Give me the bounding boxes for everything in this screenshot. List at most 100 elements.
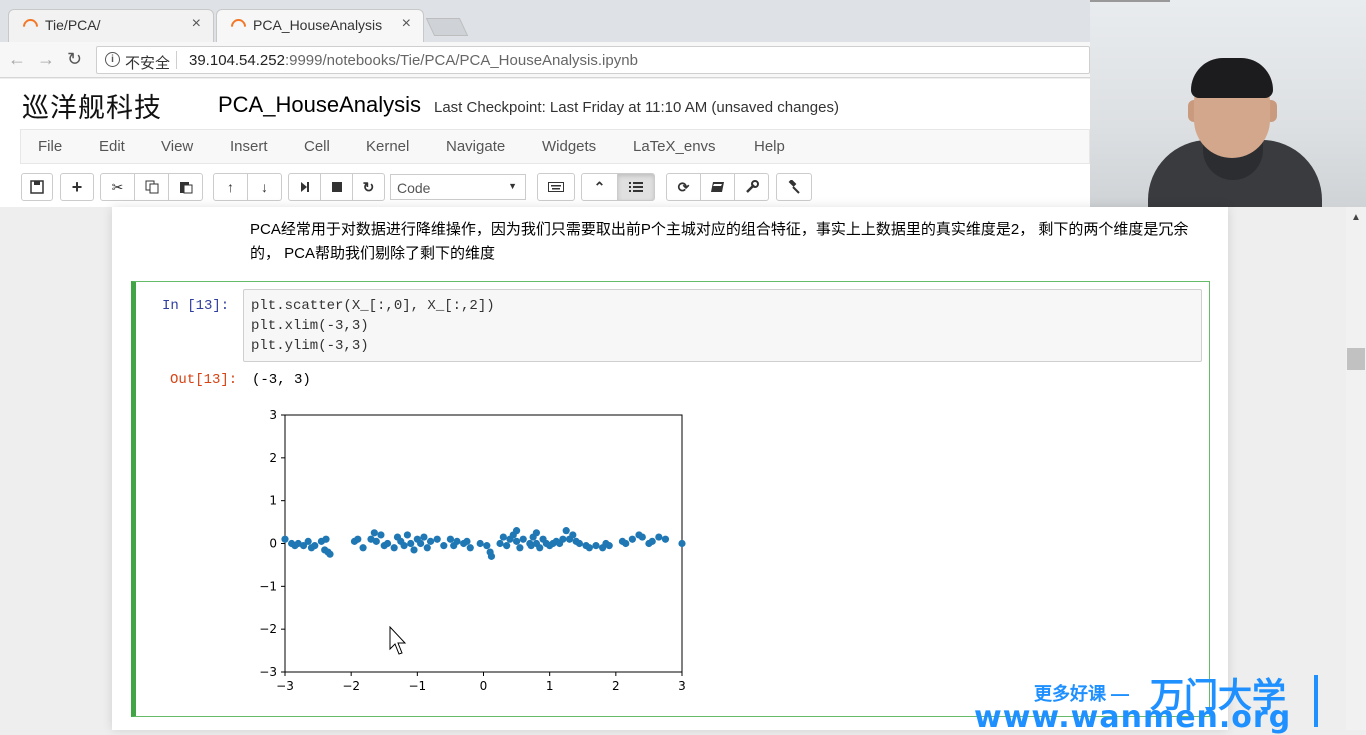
scatter-point bbox=[304, 537, 312, 545]
collapse-button[interactable]: ⌃ bbox=[581, 173, 618, 201]
reload-icon[interactable]: ↻ bbox=[67, 49, 83, 69]
address-bar[interactable]: i 不安全 39.104.54.252:9999/notebooks/Tie/P… bbox=[96, 46, 1090, 74]
gavel-button[interactable] bbox=[776, 173, 812, 201]
menu-help[interactable]: Help bbox=[754, 138, 785, 155]
move-up-button[interactable]: ↑ bbox=[213, 173, 248, 201]
output-text: (-3, 3) bbox=[252, 372, 311, 388]
notebook-name[interactable]: PCA_HouseAnalysis bbox=[218, 92, 421, 117]
keyboard-icon bbox=[548, 182, 564, 192]
book-button[interactable] bbox=[700, 173, 735, 201]
scatter-point bbox=[569, 531, 577, 539]
menu-widgets[interactable]: Widgets bbox=[542, 138, 597, 155]
step-forward-icon bbox=[300, 182, 309, 192]
toolbar-group-keyboard bbox=[537, 173, 575, 201]
scatter-point bbox=[487, 552, 496, 560]
scatter-point bbox=[354, 535, 362, 543]
cell-type-select[interactable]: Code ▼ bbox=[390, 174, 526, 200]
url-text[interactable]: 39.104.54.252:9999/notebooks/Tie/PCA/PCA… bbox=[189, 52, 638, 69]
insert-cell-button[interactable]: + bbox=[60, 173, 94, 201]
paste-button[interactable] bbox=[168, 173, 203, 201]
scatter-point bbox=[483, 542, 491, 550]
code-line[interactable]: plt.xlim(-3,3) bbox=[251, 318, 369, 334]
scatter-point bbox=[605, 542, 613, 550]
divider bbox=[176, 51, 177, 69]
menu-kernel[interactable]: Kernel bbox=[366, 138, 410, 155]
scatter-point bbox=[453, 537, 461, 545]
tab-title: PCA_HouseAnalysis bbox=[253, 17, 383, 33]
save-button[interactable] bbox=[21, 173, 53, 201]
scatter-point bbox=[407, 539, 415, 548]
x-axis: −3 −2 −1 0 1 2 3 bbox=[276, 672, 686, 693]
tab-close-icon[interactable]: × bbox=[401, 15, 411, 32]
move-down-button[interactable]: ↓ bbox=[247, 173, 282, 201]
forward-arrow-icon[interactable]: → bbox=[37, 49, 55, 69]
scatter-point bbox=[383, 539, 392, 548]
watermark-brand: 万门大学 bbox=[1150, 676, 1286, 716]
menu-bar bbox=[20, 129, 1090, 164]
scrollbar-track[interactable] bbox=[1346, 207, 1366, 730]
browser-tab-pca-houseanalysis[interactable]: PCA_HouseAnalysis × bbox=[216, 9, 424, 42]
stop-icon bbox=[331, 182, 342, 192]
code-editor[interactable] bbox=[243, 289, 1202, 362]
info-icon[interactable]: i bbox=[105, 52, 120, 67]
scatter-point bbox=[532, 529, 541, 537]
x-tick-label: 1 bbox=[546, 679, 554, 693]
mouse-cursor-icon bbox=[389, 626, 407, 655]
floppy-icon bbox=[30, 180, 44, 194]
restart-icon: ↻ bbox=[362, 178, 375, 195]
scatter-point bbox=[299, 542, 308, 550]
webcam-overlay bbox=[1090, 0, 1366, 207]
menu-edit[interactable]: Edit bbox=[99, 138, 125, 155]
scroll-up-icon[interactable]: ▲ bbox=[1351, 212, 1361, 223]
wrench-button[interactable] bbox=[734, 173, 769, 201]
refresh-button[interactable]: ⟳ bbox=[666, 173, 701, 201]
scatter-point bbox=[359, 544, 367, 552]
code-line[interactable]: plt.ylim(-3,3) bbox=[251, 338, 369, 354]
cell-type-value: Code bbox=[397, 180, 431, 196]
output-prompt: Out[13]: bbox=[170, 372, 238, 388]
jupyter-spinner-icon bbox=[19, 15, 42, 38]
wrench-icon bbox=[745, 180, 759, 193]
run-button[interactable] bbox=[288, 173, 321, 201]
menu-latex-envs[interactable]: LaTeX_envs bbox=[633, 138, 716, 155]
scatter-point bbox=[370, 529, 378, 537]
scatter-point bbox=[562, 527, 570, 535]
list-icon bbox=[629, 182, 643, 192]
menu-insert[interactable]: Insert bbox=[230, 138, 268, 155]
scatter-point bbox=[648, 537, 656, 545]
scatter-point bbox=[390, 544, 398, 552]
back-arrow-icon[interactable]: ← bbox=[8, 49, 26, 69]
scatter-point bbox=[417, 539, 425, 548]
menu-cell[interactable]: Cell bbox=[304, 138, 330, 155]
toc-button[interactable] bbox=[617, 173, 655, 201]
scatter-point bbox=[410, 546, 418, 554]
code-line[interactable]: plt.scatter(X_[:,0], X_[:,2]) bbox=[251, 298, 495, 314]
watermark-url: www.wanmen.org bbox=[974, 700, 1292, 735]
menu-file[interactable]: File bbox=[38, 138, 63, 155]
y-tick-label: −1 bbox=[259, 579, 277, 593]
copy-button[interactable] bbox=[134, 173, 169, 201]
scatter-point bbox=[372, 537, 380, 545]
y-tick-label: 0 bbox=[269, 537, 277, 551]
cut-button[interactable]: ✂ bbox=[100, 173, 135, 201]
scatter-point bbox=[655, 533, 663, 541]
scatter-point bbox=[423, 544, 431, 552]
scatter-point bbox=[466, 544, 474, 552]
toolbar-group-gavel bbox=[776, 173, 812, 201]
menu-navigate[interactable]: Navigate bbox=[446, 138, 506, 155]
menu-view[interactable]: View bbox=[161, 138, 194, 155]
toolbar-group-move: ↑ ↓ bbox=[213, 173, 282, 201]
tab-close-icon[interactable]: × bbox=[191, 15, 201, 32]
toolbar-group-edit: ✂ bbox=[100, 173, 203, 201]
browser-tab-tie-pca[interactable]: Tie/PCA/ × bbox=[8, 9, 214, 42]
url-host: 39.104.54.252 bbox=[189, 52, 285, 69]
command-palette-button[interactable] bbox=[537, 173, 575, 201]
interrupt-button[interactable] bbox=[320, 173, 353, 201]
x-tick-label: 3 bbox=[678, 679, 686, 693]
logo: 巡洋舰科技 bbox=[22, 93, 162, 124]
scatter-point bbox=[519, 535, 527, 543]
refresh-icon: ⟳ bbox=[677, 178, 690, 195]
scrollbar-thumb[interactable] bbox=[1347, 348, 1365, 370]
restart-button[interactable]: ↻ bbox=[352, 173, 385, 201]
scatter-point bbox=[585, 544, 593, 552]
